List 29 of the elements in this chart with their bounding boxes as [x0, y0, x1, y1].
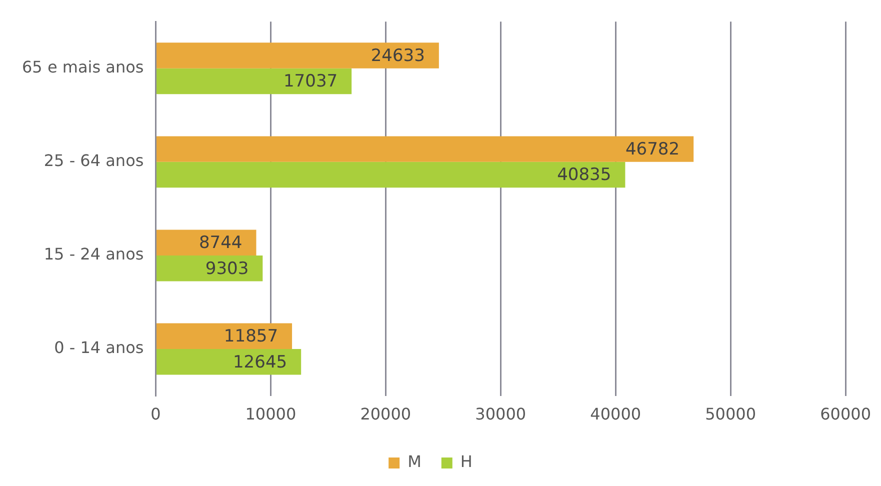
x-tick-label: 20000 [360, 404, 412, 424]
x-tick-label: 0 [150, 404, 161, 424]
data-label: 40835 [557, 165, 612, 186]
bar [156, 349, 302, 375]
data-label: 8744 [198, 233, 242, 254]
bar [156, 323, 292, 350]
bar [156, 255, 263, 282]
x-tick-label: 30000 [475, 404, 526, 424]
data-label: 9303 [205, 258, 249, 279]
bar [156, 162, 626, 188]
bar [156, 68, 352, 94]
y-tick-label: 65 e mais anos [22, 58, 144, 77]
data-label: 12645 [232, 352, 288, 372]
y-tick-label: 15 - 24 anos [44, 244, 144, 264]
data-label: 11857 [224, 326, 278, 347]
bar [156, 136, 694, 162]
data-label: 46782 [625, 139, 680, 160]
x-tick-label: 50000 [705, 404, 756, 424]
bar [156, 42, 439, 68]
legend-label: M [408, 452, 422, 472]
data-label: 17037 [283, 72, 338, 92]
x-tick-label: 10000 [245, 404, 296, 424]
y-tick-label: 0 - 14 anos [54, 338, 144, 358]
y-tick-label: 25 - 64 anos [44, 151, 144, 170]
data-label: 24633 [370, 46, 425, 66]
legend-label: H [460, 452, 472, 472]
x-tick-label: 60000 [820, 404, 872, 424]
bar [156, 230, 256, 256]
x-tick-label: 40000 [590, 404, 642, 424]
